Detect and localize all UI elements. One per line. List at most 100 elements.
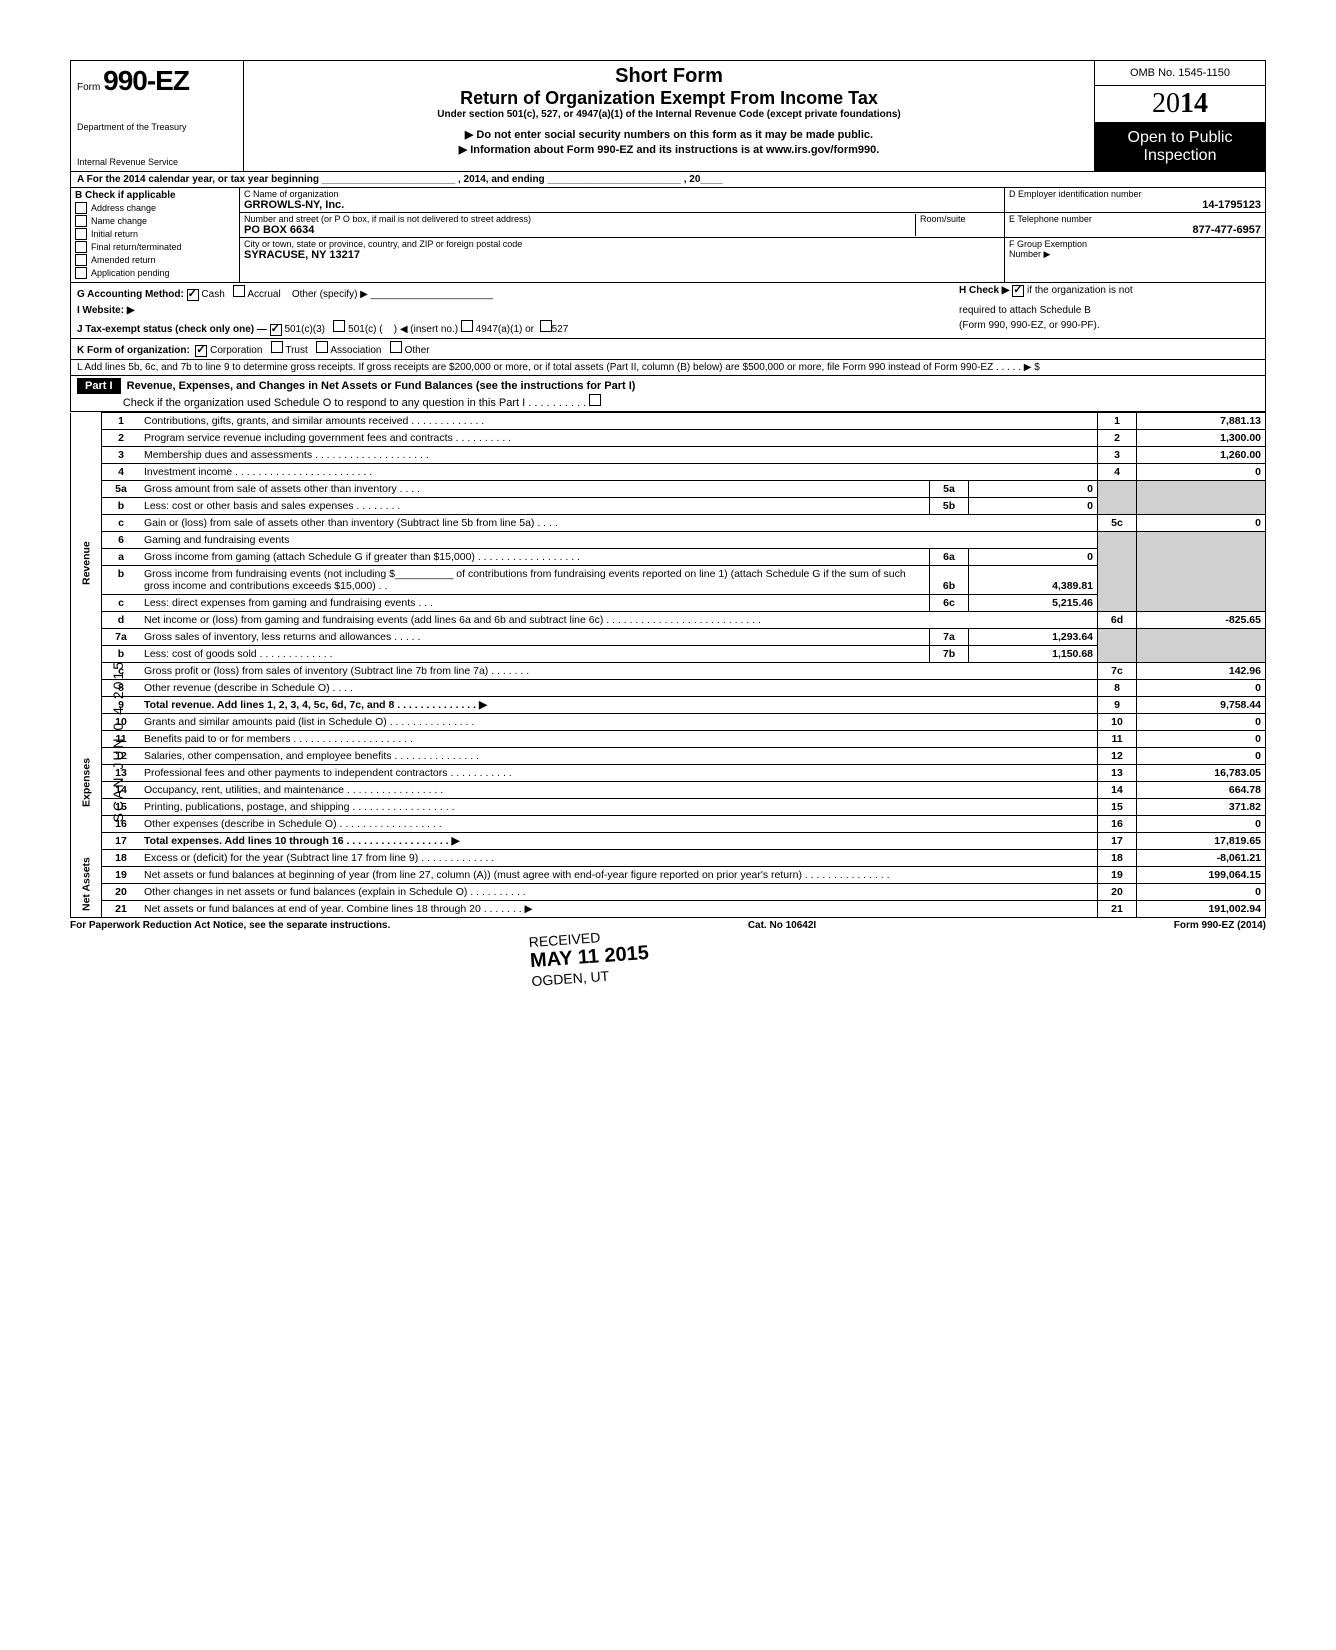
entity-block: B Check if applicable Address change Nam…: [70, 188, 1266, 283]
chk-501c[interactable]: [333, 320, 345, 332]
line-a-tax-year: A For the 2014 calendar year, or tax yea…: [70, 172, 1266, 188]
line-6c-amount: 5,215.46: [969, 595, 1098, 612]
line-5c-desc: Gain or (loss) from sale of assets other…: [140, 515, 1098, 532]
line-20-amount: 0: [1137, 884, 1266, 901]
line-13-desc: Professional fees and other payments to …: [140, 765, 1098, 782]
part-1-header: Part I Revenue, Expenses, and Changes in…: [70, 376, 1266, 412]
received-stamp: RECEIVED MAY 11 2015 OGDEN, UT: [528, 926, 651, 989]
city-state-zip: SYRACUSE, NY 13217: [244, 249, 1000, 261]
line-1-amount: 7,881.13: [1137, 413, 1266, 430]
line-5a-amount: 0: [969, 481, 1098, 498]
line-6d-amount: -825.65: [1137, 612, 1266, 629]
line-12-desc: Salaries, other compensation, and employ…: [140, 748, 1098, 765]
label-ein: D Employer identification number: [1009, 189, 1261, 199]
line-5c-amount: 0: [1137, 515, 1266, 532]
line-10-desc: Grants and similar amounts paid (list in…: [140, 714, 1098, 731]
note-instructions: ▶ Information about Form 990-EZ and its …: [254, 143, 1084, 156]
footer-paperwork: For Paperwork Reduction Act Notice, see …: [70, 920, 390, 931]
chk-527[interactable]: [540, 320, 552, 332]
dept-treasury: Department of the Treasury: [77, 122, 237, 132]
line-14-amount: 664.78: [1137, 782, 1266, 799]
chk-schedule-o-part1[interactable]: [589, 394, 601, 406]
line-18-desc: Excess or (deficit) for the year (Subtra…: [140, 850, 1098, 867]
line-9-desc: Total revenue. Add lines 1, 2, 3, 4, 5c,…: [140, 697, 1098, 714]
line-15-desc: Printing, publications, postage, and shi…: [140, 799, 1098, 816]
line-6b-desc: Gross income from fundraising events (no…: [140, 566, 930, 595]
line-8-desc: Other revenue (describe in Schedule O) .…: [140, 680, 1098, 697]
label-org-name: C Name of organization: [244, 189, 1000, 199]
line-17-amount: 17,819.65: [1137, 833, 1266, 850]
label-street: Number and street (or P O box, if mail i…: [244, 214, 915, 224]
side-label-net-assets: Net Assets: [71, 850, 102, 918]
label-phone: E Telephone number: [1009, 214, 1261, 224]
line-7a-amount: 1,293.64: [969, 629, 1098, 646]
chk-accrual[interactable]: [233, 285, 245, 297]
chk-amended-return[interactable]: [75, 254, 87, 266]
line-12-amount: 0: [1137, 748, 1266, 765]
chk-501c3[interactable]: [270, 324, 282, 336]
footer-form-ref: Form 990-EZ (2014): [1174, 920, 1266, 931]
line-14-desc: Occupancy, rent, utilities, and maintena…: [140, 782, 1098, 799]
line-7c-desc: Gross profit or (loss) from sales of inv…: [140, 663, 1098, 680]
form-header: Form 990-EZ Department of the Treasury I…: [70, 60, 1266, 172]
line-7b-desc: Less: cost of goods sold . . . . . . . .…: [140, 646, 930, 663]
chk-trust[interactable]: [271, 341, 283, 353]
chk-name-change[interactable]: [75, 215, 87, 227]
line-19-desc: Net assets or fund balances at beginning…: [140, 867, 1098, 884]
org-name: GRROWLS-NY, Inc.: [244, 199, 1000, 211]
line-8-amount: 0: [1137, 680, 1266, 697]
line-7b-amount: 1,150.68: [969, 646, 1098, 663]
line-7c-amount: 142.96: [1137, 663, 1266, 680]
line-17-desc: Total expenses. Add lines 10 through 16 …: [140, 833, 1098, 850]
line-2-amount: 1,300.00: [1137, 430, 1266, 447]
chk-final-return[interactable]: [75, 241, 87, 253]
line-6-desc: Gaming and fundraising events: [140, 532, 1098, 549]
omb-number: OMB No. 1545-1150: [1095, 61, 1265, 86]
phone-number: 877-477-6957: [1009, 224, 1261, 236]
line-7a-desc: Gross sales of inventory, less returns a…: [140, 629, 930, 646]
col-b-check-applicable: B Check if applicable Address change Nam…: [71, 188, 240, 282]
line-l-gross-receipts: L Add lines 5b, 6c, and 7b to line 9 to …: [77, 362, 1040, 373]
note-ssn: ▶ Do not enter social security numbers o…: [254, 128, 1084, 141]
line-6d-desc: Net income or (loss) from gaming and fun…: [140, 612, 1098, 629]
line-6c-desc: Less: direct expenses from gaming and fu…: [140, 595, 930, 612]
subtitle: Under section 501(c), 527, or 4947(a)(1)…: [254, 109, 1084, 120]
chk-other-org[interactable]: [390, 341, 402, 353]
scan-date-stamp: SCAN JUN 0 4 2015: [110, 660, 126, 822]
line-16-amount: 0: [1137, 816, 1266, 833]
chk-cash[interactable]: [187, 289, 199, 301]
label-room-suite: Room/suite: [920, 214, 1000, 224]
line-13-amount: 16,783.05: [1137, 765, 1266, 782]
line-11-amount: 0: [1137, 731, 1266, 748]
side-label-revenue: Revenue: [71, 413, 102, 714]
chk-4947a1[interactable]: [461, 320, 473, 332]
dept-irs: Internal Revenue Service: [77, 157, 237, 167]
line-5a-desc: Gross amount from sale of assets other t…: [140, 481, 930, 498]
line-10-amount: 0: [1137, 714, 1266, 731]
line-21-amount: 191,002.94: [1137, 901, 1266, 918]
line-11-desc: Benefits paid to or for members . . . . …: [140, 731, 1098, 748]
line-1-desc: Contributions, gifts, grants, and simila…: [140, 413, 1098, 430]
chk-corporation[interactable]: [195, 345, 207, 357]
chk-schedule-b-not-required[interactable]: [1012, 285, 1024, 297]
chk-application-pending[interactable]: [75, 267, 87, 279]
label-city: City or town, state or province, country…: [244, 239, 1000, 249]
chk-association[interactable]: [316, 341, 328, 353]
footer-cat-no: Cat. No 10642I: [748, 920, 816, 931]
line-4-desc: Investment income . . . . . . . . . . . …: [140, 464, 1098, 481]
line-19-amount: 199,064.15: [1137, 867, 1266, 884]
label-group-exemption: F Group Exemption: [1009, 239, 1261, 249]
line-5b-desc: Less: cost or other basis and sales expe…: [140, 498, 930, 515]
line-4-amount: 0: [1137, 464, 1266, 481]
side-label-expenses: Expenses: [71, 714, 102, 850]
ein: 14-1795123: [1009, 199, 1261, 211]
meta-rows: G Accounting Method: Cash Accrual Other …: [70, 283, 1266, 376]
title-short-form: Short Form: [254, 65, 1084, 88]
tax-year: 2014: [1095, 86, 1265, 123]
street-address: PO BOX 6634: [244, 224, 915, 236]
chk-initial-return[interactable]: [75, 228, 87, 240]
line-9-amount: 9,758.44: [1137, 697, 1266, 714]
title-main: Return of Organization Exempt From Incom…: [254, 88, 1084, 109]
line-6a-amount: 0: [969, 549, 1098, 566]
chk-address-change[interactable]: [75, 202, 87, 214]
